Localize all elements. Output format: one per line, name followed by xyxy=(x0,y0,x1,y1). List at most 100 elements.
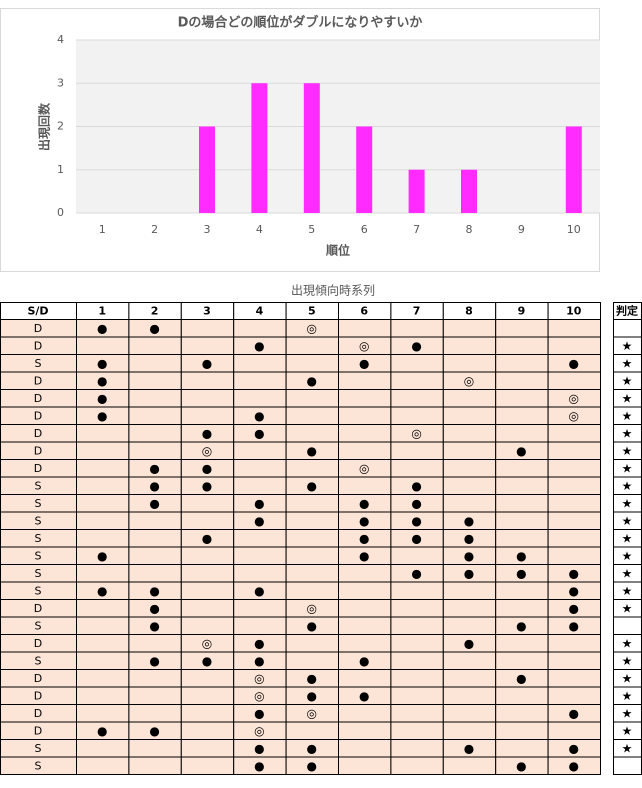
table-cell xyxy=(76,564,130,583)
cell-text: ★ xyxy=(622,584,633,598)
cell-text: ● xyxy=(307,759,317,773)
table-cell xyxy=(442,669,497,688)
cell-text: D xyxy=(34,409,42,422)
table-cell xyxy=(390,581,444,600)
table-cell xyxy=(233,564,287,583)
cell-text: ● xyxy=(569,759,579,773)
cell-text: ● xyxy=(307,444,317,458)
table-cell xyxy=(442,319,497,338)
table-cell xyxy=(442,599,497,618)
cell-text: ★ xyxy=(622,461,633,475)
table-cell xyxy=(76,669,130,688)
table-cell xyxy=(390,651,444,670)
table-cell xyxy=(338,756,392,775)
cell-text: ★ xyxy=(622,391,633,405)
cell-text: S xyxy=(35,567,42,580)
cell-text: ★ xyxy=(622,374,633,388)
cell-text: S xyxy=(35,532,42,545)
cell-text: ● xyxy=(569,356,579,370)
table-cell xyxy=(495,581,549,600)
table-cell xyxy=(233,441,287,460)
table-cell xyxy=(233,616,287,635)
table-cell xyxy=(285,389,340,408)
cell-text: S xyxy=(35,514,42,527)
table-cell xyxy=(495,336,549,355)
cell-text: ★ xyxy=(622,339,633,353)
cell-text: ● xyxy=(569,706,579,720)
table-cell xyxy=(338,599,392,618)
table-cell xyxy=(128,511,182,530)
table-cell xyxy=(76,651,130,670)
table-cell xyxy=(76,634,130,653)
cell-text: D xyxy=(34,392,42,405)
table-cell xyxy=(180,546,235,565)
chart-title: Dの場合どの順位がダブルになりやすいか xyxy=(178,15,423,31)
cell-text: ◎ xyxy=(464,374,474,388)
cell-text: S xyxy=(35,497,42,510)
table-cell xyxy=(495,424,549,443)
table-cell xyxy=(338,581,392,600)
table-cell xyxy=(495,459,549,478)
table-cell xyxy=(495,511,549,530)
cell-text: D xyxy=(34,637,42,650)
cell-text: ● xyxy=(569,584,579,598)
cell-text: ● xyxy=(149,724,159,738)
header-text: 6 xyxy=(360,305,368,318)
table-cell xyxy=(547,529,601,548)
table-cell xyxy=(76,441,130,460)
header-text: 9 xyxy=(518,305,526,318)
table-cell xyxy=(338,406,392,425)
table-cell xyxy=(338,371,392,390)
cell-text: ● xyxy=(202,531,212,545)
table-cell xyxy=(547,686,601,705)
table-cell xyxy=(495,634,549,653)
cell-text: ● xyxy=(202,654,212,668)
table-cell xyxy=(442,651,497,670)
cell-text: ● xyxy=(149,584,159,598)
table-cell xyxy=(547,319,601,338)
x-tick-label: 9 xyxy=(518,223,525,236)
cell-text: D xyxy=(34,444,42,457)
table-cell xyxy=(442,441,497,460)
table-cell xyxy=(547,476,601,495)
table-cell xyxy=(285,721,340,740)
table-cell xyxy=(390,441,444,460)
bar xyxy=(251,83,268,213)
cell-text: ● xyxy=(569,601,579,615)
table-cell xyxy=(180,389,235,408)
header-text: 2 xyxy=(151,305,159,318)
table-cell xyxy=(76,686,130,705)
cell-text: S xyxy=(35,619,42,632)
table-cell xyxy=(442,406,497,425)
table-cell xyxy=(285,546,340,565)
y-tick-label: 4 xyxy=(57,33,64,46)
table-cell xyxy=(442,581,497,600)
cell-text: ● xyxy=(307,671,317,685)
header-text: 4 xyxy=(256,305,264,318)
cell-text: ● xyxy=(411,339,421,353)
header-text: 10 xyxy=(566,305,582,318)
cell-text: ★ xyxy=(622,531,633,545)
cell-text: D xyxy=(34,689,42,702)
x-tick-label: 3 xyxy=(204,223,211,236)
cell-text: D xyxy=(34,672,42,685)
table-cell xyxy=(495,651,549,670)
y-tick-label: 3 xyxy=(57,76,64,89)
cell-text: ● xyxy=(149,601,159,615)
table-cell xyxy=(76,739,130,758)
cell-text: ● xyxy=(464,514,474,528)
cell-text: ● xyxy=(254,654,264,668)
table-cell xyxy=(180,319,235,338)
table-cell xyxy=(128,406,182,425)
table-cell xyxy=(547,634,601,653)
table-cell xyxy=(390,546,444,565)
cell-text: ● xyxy=(149,321,159,335)
y-tick-label: 2 xyxy=(57,120,64,133)
table-cell xyxy=(128,441,182,460)
cell-text: ● xyxy=(516,619,526,633)
table-cell xyxy=(442,756,497,775)
table-cell xyxy=(285,354,340,373)
table-cell xyxy=(547,721,601,740)
cell-text: ● xyxy=(464,531,474,545)
header-text: 7 xyxy=(413,305,421,318)
